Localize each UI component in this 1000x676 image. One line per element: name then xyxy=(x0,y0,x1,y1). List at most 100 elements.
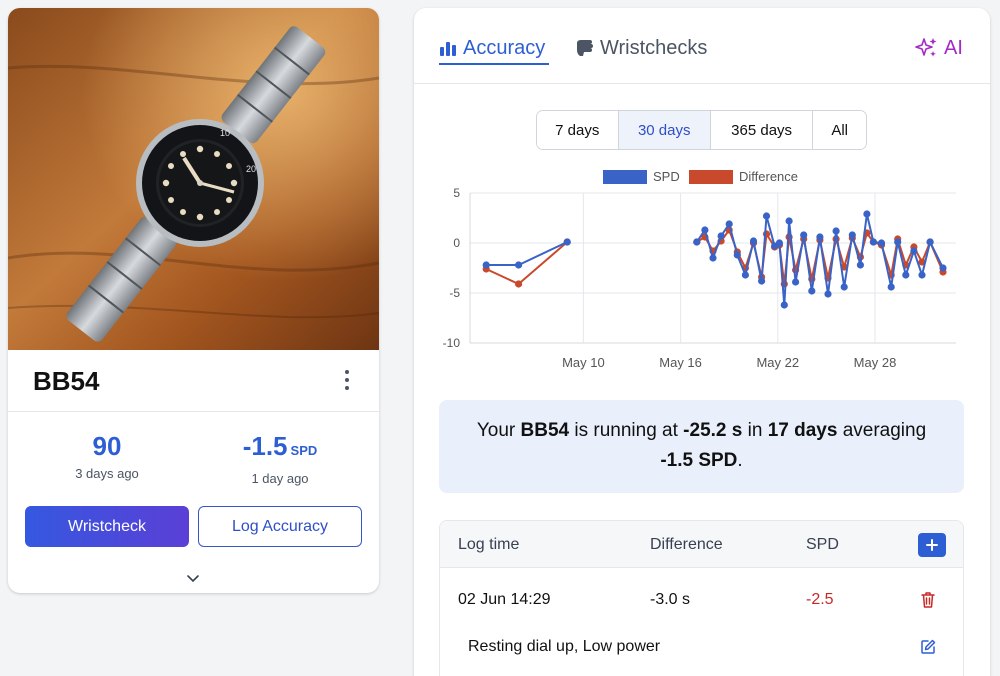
data-point xyxy=(869,238,877,246)
y-tick-label: 0 xyxy=(453,236,460,250)
bar-chart-icon xyxy=(440,42,456,56)
accuracy-log-table: Log time Difference SPD 02 Jun 14:29 -3.… xyxy=(439,520,964,676)
summary-text-3: in xyxy=(742,420,768,441)
svg-text:20: 20 xyxy=(246,164,256,174)
legend-label: SPD xyxy=(653,169,680,184)
tab-wristchecks[interactable]: Wristchecks xyxy=(574,28,707,68)
accuracy-summary: Your BB54 is running at -25.2 s in 17 da… xyxy=(439,400,964,493)
data-point xyxy=(910,247,918,255)
chevron-down-icon[interactable] xyxy=(186,574,200,584)
data-point xyxy=(780,301,788,309)
range-7-days[interactable]: 7 days xyxy=(537,111,619,149)
row-spd: -2.5 xyxy=(806,591,834,608)
data-point xyxy=(741,271,749,279)
row-difference: -3.0 s xyxy=(650,591,691,608)
stat-value: 90 xyxy=(92,431,122,461)
stat-spd-value: -1.5 SPD xyxy=(205,432,355,465)
more-options-icon[interactable] xyxy=(341,370,353,390)
data-point xyxy=(717,232,725,240)
header-spd: SPD xyxy=(806,536,839,553)
date-range-selector: 7 days 30 days 365 days All xyxy=(536,110,867,150)
data-point xyxy=(482,261,490,269)
watch-photo[interactable]: 20 10 xyxy=(8,8,379,350)
summary-drift: -25.2 s xyxy=(683,420,743,441)
tab-ai-label: AI xyxy=(944,36,963,59)
range-30-days[interactable]: 30 days xyxy=(618,111,711,149)
data-point xyxy=(762,212,771,220)
tab-accuracy[interactable]: Accuracy xyxy=(439,28,545,68)
data-point xyxy=(808,287,816,295)
data-point xyxy=(824,290,832,298)
accuracy-chart: 5 0 -5 -10 May 10 May 16 May 22 May 28 SPD Differ… xyxy=(443,169,956,370)
watch-name: BB54 xyxy=(33,366,100,396)
wristcheck-button[interactable]: Wristcheck xyxy=(25,506,189,547)
range-all[interactable]: All xyxy=(813,111,866,149)
data-point xyxy=(800,231,808,239)
data-point xyxy=(887,283,895,291)
data-point xyxy=(840,283,848,291)
log-accuracy-button[interactable]: Log Accuracy xyxy=(198,506,362,547)
watch-card: 20 10 BB54 90 3 days ago -1.5 SPD 1 day a… xyxy=(8,8,379,593)
summary-average: -1.5 SPD xyxy=(660,450,738,471)
add-log-button[interactable] xyxy=(918,533,946,557)
spd-unit: SPD xyxy=(290,443,318,458)
legend-label: Difference xyxy=(739,169,798,184)
summary-watch-name: BB54 xyxy=(520,420,570,441)
stat-last-value: 90 3 days ago xyxy=(32,432,182,481)
y-tick-label: -10 xyxy=(443,336,461,350)
data-point xyxy=(563,238,571,246)
spd-number: -1.5 xyxy=(242,431,288,461)
data-point xyxy=(792,278,800,286)
data-point xyxy=(848,231,856,239)
hand-icon xyxy=(577,40,593,56)
plus-icon xyxy=(926,539,938,551)
tab-accuracy-label: Accuracy xyxy=(463,36,546,59)
summary-text-2: is running at xyxy=(569,420,684,441)
series-line xyxy=(695,213,944,306)
data-point xyxy=(749,237,758,245)
data-point xyxy=(863,210,871,218)
summary-text-1: Your xyxy=(476,420,521,441)
data-point xyxy=(515,261,523,269)
summary-text-4: averaging xyxy=(837,420,927,441)
table-header: Log time Difference SPD xyxy=(440,521,963,568)
summary-days: 17 days xyxy=(767,420,838,441)
x-tick-label: May 22 xyxy=(756,355,799,370)
accuracy-panel: Accuracy Wristchecks AI 7 days 30 days 3… xyxy=(414,8,990,676)
x-tick-label: May 28 xyxy=(854,355,897,370)
svg-text:10: 10 xyxy=(220,128,230,138)
legend-swatch xyxy=(689,170,733,184)
active-tab-indicator xyxy=(439,63,549,65)
edit-icon[interactable] xyxy=(920,639,936,655)
data-point xyxy=(725,220,733,228)
tab-wristchecks-label: Wristchecks xyxy=(600,36,708,59)
header-difference: Difference xyxy=(650,536,723,553)
stat-spd: -1.5 SPD 1 day ago xyxy=(205,432,355,486)
legend-swatch xyxy=(603,170,647,184)
y-tick-label: -5 xyxy=(449,286,460,300)
row-note: Resting dial up, Low power xyxy=(468,638,661,655)
x-tick-label: May 16 xyxy=(659,355,702,370)
data-point xyxy=(758,277,766,285)
row-log-time: 02 Jun 14:29 xyxy=(458,591,551,608)
y-tick-label: 5 xyxy=(453,186,460,200)
tab-ai[interactable]: AI xyxy=(914,28,963,68)
data-point xyxy=(775,239,783,247)
stat-subtitle: 3 days ago xyxy=(75,466,139,481)
card-divider xyxy=(8,411,379,412)
data-point xyxy=(693,238,701,246)
data-point xyxy=(733,251,741,259)
data-point xyxy=(856,261,864,269)
x-tick-label: May 10 xyxy=(562,355,605,370)
data-point xyxy=(515,280,523,288)
data-point xyxy=(709,254,717,262)
sparkles-icon xyxy=(915,38,937,57)
data-point xyxy=(785,217,793,225)
tab-bar: Accuracy Wristchecks AI xyxy=(414,8,990,84)
header-log-time: Log time xyxy=(458,536,520,553)
data-point xyxy=(894,238,902,246)
range-365-days[interactable]: 365 days xyxy=(710,111,814,149)
stat-spd-subtitle: 1 day ago xyxy=(251,471,309,486)
summary-text-5: . xyxy=(737,450,743,471)
trash-icon[interactable] xyxy=(920,591,936,609)
